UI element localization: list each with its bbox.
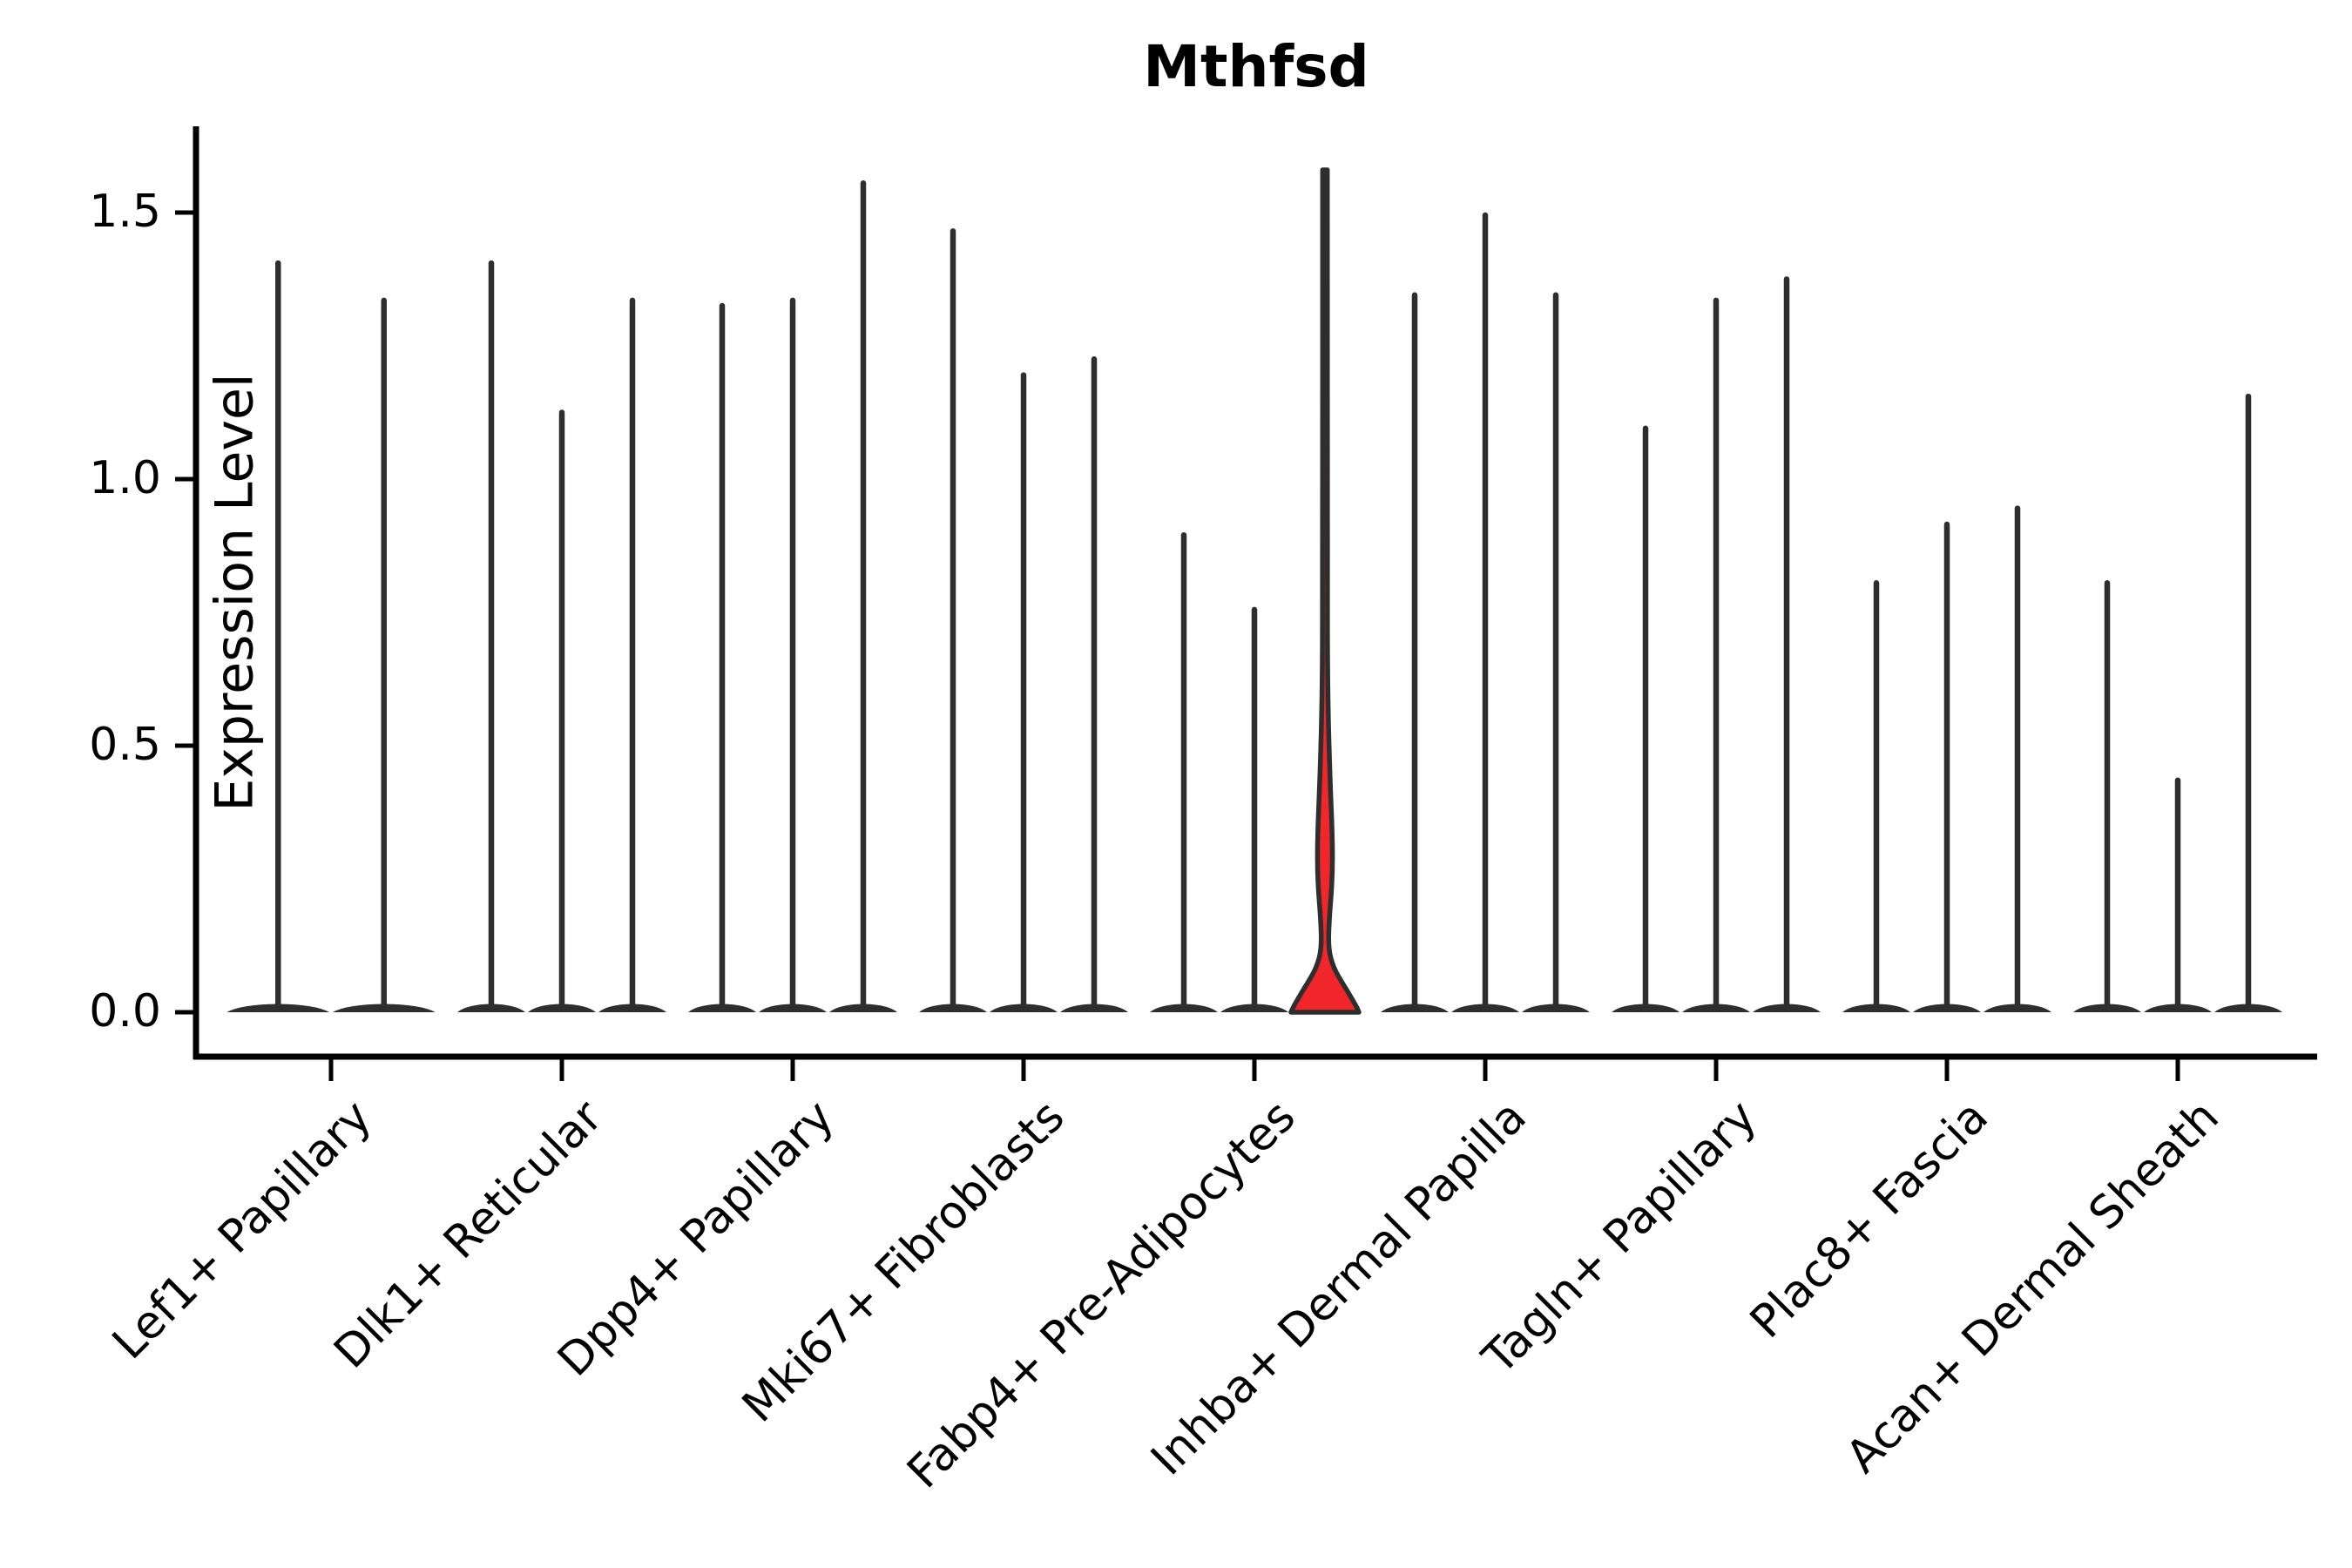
highlighted-violin [1288, 167, 1362, 1015]
violin-base [457, 1004, 525, 1012]
violin-base [2073, 1004, 2141, 1012]
violin-base [226, 1004, 330, 1012]
y-tick-label-0.5: 0.5 [89, 718, 161, 771]
violin-base [1842, 1004, 1910, 1012]
violin-base [1150, 1004, 1218, 1012]
violin-base [688, 1004, 756, 1012]
violin-base [2144, 1004, 2212, 1012]
y-axis-label: Expression Level [204, 373, 266, 812]
violin-base [990, 1004, 1058, 1012]
violin-base [829, 1004, 897, 1012]
violin-base [332, 1004, 436, 1012]
violin-base [1612, 1004, 1680, 1012]
violin-base [1522, 1004, 1590, 1012]
violin-base [528, 1004, 596, 1012]
y-tick-label-1.5: 1.5 [89, 185, 161, 238]
violin-base [1682, 1004, 1750, 1012]
violin-base [1984, 1004, 2051, 1012]
chart-title: Mthfsd [1143, 33, 1369, 100]
y-tick-label-1.0: 1.0 [89, 451, 161, 504]
violin-base [1060, 1004, 1128, 1012]
violin-base [598, 1004, 666, 1012]
violin-base [1913, 1004, 1981, 1012]
violin-base [1381, 1004, 1449, 1012]
violin-base [1220, 1004, 1288, 1012]
violin-base [2214, 1004, 2282, 1012]
violin-base [1753, 1004, 1821, 1012]
violin-base [759, 1004, 827, 1012]
violin-base [1451, 1004, 1519, 1012]
y-tick-label-0.0: 0.0 [89, 984, 161, 1037]
violin-base [919, 1004, 987, 1012]
